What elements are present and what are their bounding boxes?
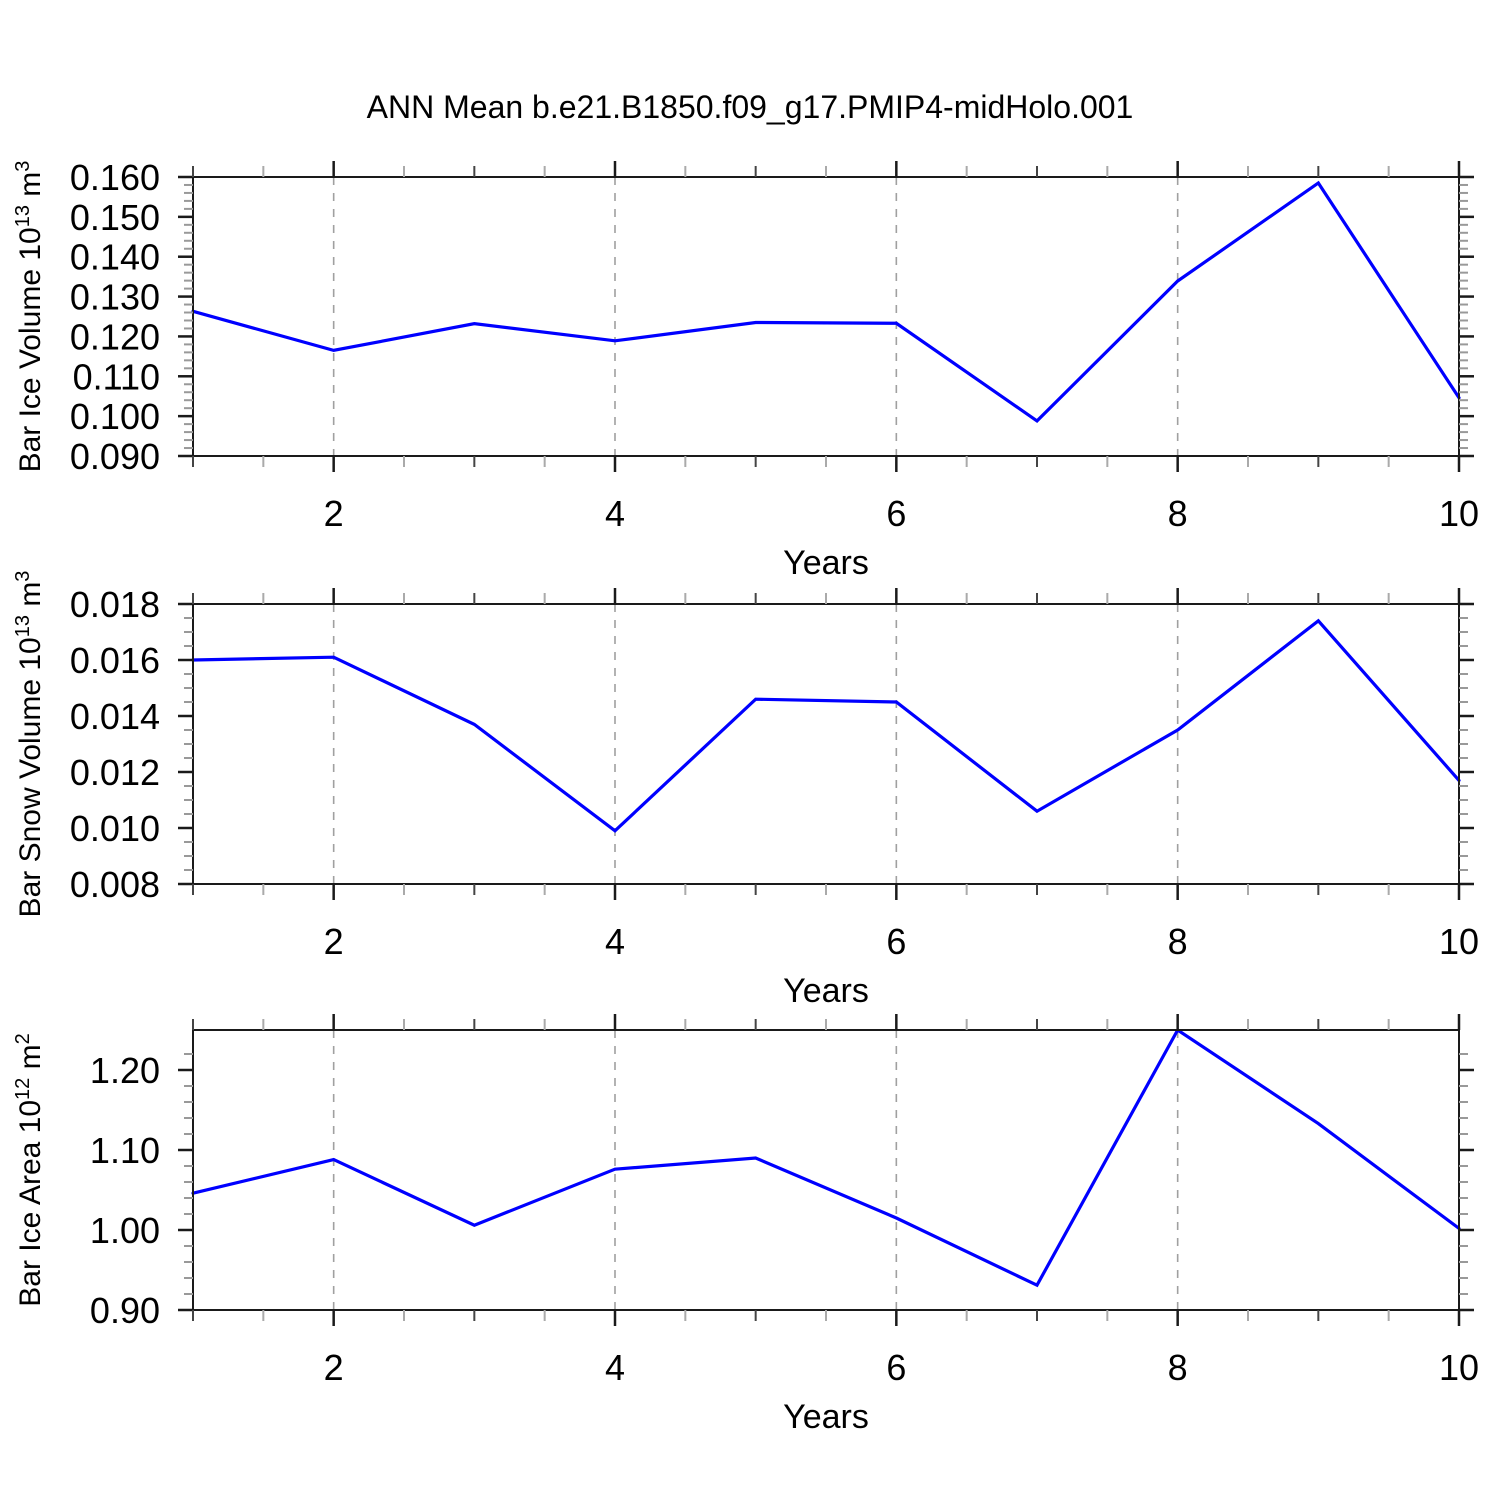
- y-tick-label: 0.120: [70, 316, 160, 357]
- y-axis-title-superscript: 12: [12, 1078, 34, 1100]
- y-tick-label: 0.008: [70, 864, 160, 905]
- y-tick-label: 0.012: [70, 752, 160, 793]
- y-axis-title-segment: Bar Snow Volume 10: [14, 637, 47, 917]
- y-tick-label: 0.100: [70, 396, 160, 437]
- y-axis-title: Bar Snow Volume 1013 m3: [12, 571, 47, 918]
- y-tick-label: 0.110: [73, 356, 160, 397]
- x-tick-label: 4: [605, 493, 625, 534]
- y-tick-label: 0.160: [70, 157, 160, 198]
- x-tick-label: 6: [886, 1347, 906, 1388]
- x-tick-label: 2: [324, 1347, 344, 1388]
- plot-border: [192, 603, 1460, 885]
- x-axis-title: Years: [783, 544, 869, 582]
- x-tick-label: 8: [1168, 921, 1188, 962]
- y-axis-title-segment: m: [14, 172, 47, 205]
- y-tick-label: 0.150: [70, 197, 160, 238]
- x-tick-label: 10: [1439, 921, 1479, 962]
- x-tick-label: 2: [324, 493, 344, 534]
- x-axis-title: Years: [783, 1398, 869, 1436]
- y-axis-title: Bar Ice Volume 1013 m3: [12, 161, 47, 473]
- y-tick-label: 1.20: [90, 1050, 160, 1091]
- y-tick-label: 1.00: [90, 1210, 160, 1251]
- y-tick-label: 0.014: [70, 696, 160, 737]
- y-axis-title: Bar Ice Area 1012 m2: [12, 1033, 47, 1307]
- y-axis-title-superscript: 3: [12, 161, 34, 172]
- series-line: [191, 1027, 1461, 1288]
- y-axis-title-superscript: 13: [12, 615, 34, 637]
- series-line: [191, 180, 1461, 424]
- plot-border: [192, 1029, 1460, 1311]
- x-tick-label: 10: [1439, 1347, 1479, 1388]
- y-tick-label: 0.010: [70, 808, 160, 849]
- x-axis-title: Years: [783, 972, 869, 1010]
- y-axis-title-segment: m: [14, 1044, 47, 1077]
- x-tick-label: 8: [1168, 1347, 1188, 1388]
- y-tick-label: 1.10: [90, 1130, 160, 1171]
- y-tick-label: 0.90: [90, 1290, 160, 1331]
- x-tick-label: 2: [324, 921, 344, 962]
- y-tick-label: 0.018: [70, 584, 160, 625]
- y-tick-label: 0.130: [70, 277, 160, 318]
- y-axis-title-segment: m: [14, 582, 47, 615]
- y-axis-title-superscript: 2: [12, 1033, 34, 1044]
- y-tick-label: 0.016: [70, 640, 160, 681]
- y-tick-label: 0.090: [70, 436, 160, 477]
- x-tick-label: 4: [605, 1347, 625, 1388]
- x-tick-label: 6: [886, 921, 906, 962]
- panel-2: 0.008 0.010 0.012 0.014 0.016 0.018 2 4 6 8 10 Year…: [12, 571, 1479, 1010]
- y-axis-title-segment: Bar Ice Area 10: [14, 1100, 47, 1307]
- x-tick-label: 10: [1439, 493, 1479, 534]
- chart-title: ANN Mean b.e21.B1850.f09_g17.PMIP4-midHo…: [367, 89, 1134, 125]
- panel-3: 0.90 1.00 1.10 1.20 2 4 6 8 10 Years Bar Ice Area …: [12, 1014, 1479, 1436]
- x-tick-label: 6: [886, 493, 906, 534]
- x-tick-label: 4: [605, 921, 625, 962]
- x-tick-label: 8: [1168, 493, 1188, 534]
- y-axis-title-superscript: 3: [12, 571, 34, 582]
- y-axis-title-superscript: 13: [12, 205, 34, 227]
- series-line: [191, 618, 1461, 833]
- y-tick-label: 0.140: [70, 237, 160, 278]
- y-axis-title-segment: Bar Ice Volume 10: [14, 227, 47, 472]
- panel-1: 0.0900.1000.1100.1200.1300.1400.1500.160…: [12, 157, 1479, 582]
